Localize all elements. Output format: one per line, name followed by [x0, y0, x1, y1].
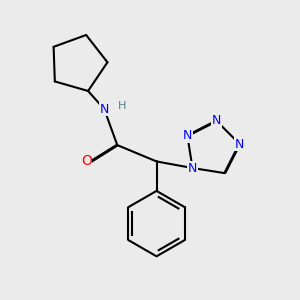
Text: N: N [100, 103, 109, 116]
Text: N: N [183, 129, 192, 142]
Text: O: O [81, 154, 92, 169]
Text: N: N [188, 161, 197, 175]
Text: H: H [118, 101, 126, 111]
Text: N: N [212, 114, 221, 128]
Text: N: N [235, 137, 244, 151]
